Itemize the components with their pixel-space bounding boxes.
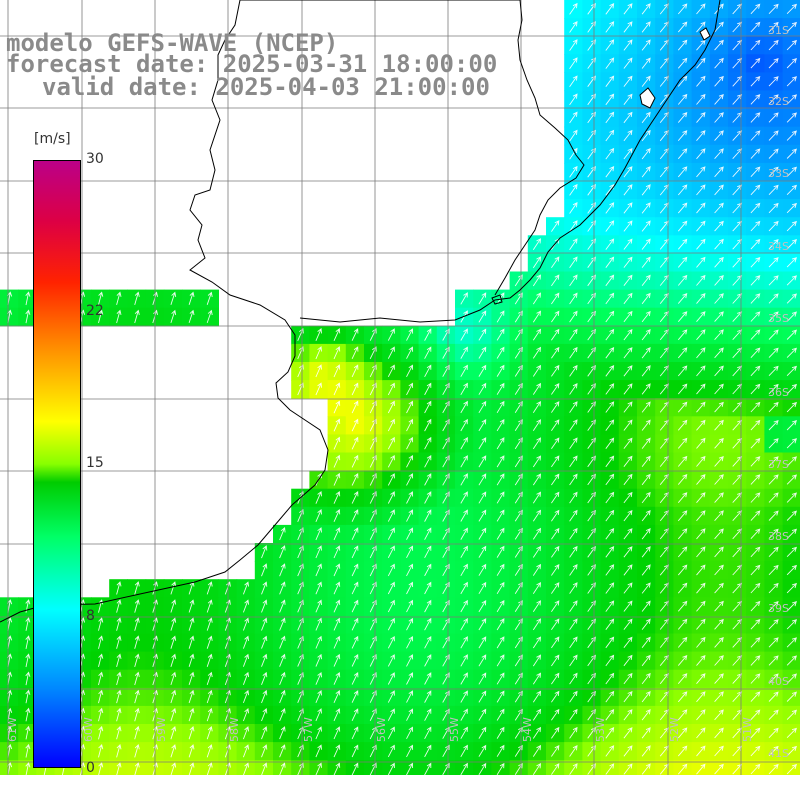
wind-speed-field (0, 0, 800, 775)
lat-label: 36S (768, 386, 789, 399)
lat-label: 33S (768, 167, 789, 180)
colorbar-tick-label: 8 (86, 608, 95, 624)
lon-label: 57W (302, 717, 315, 742)
wind-arrows (7, 2, 797, 775)
lon-label: 54W (521, 717, 534, 742)
lat-label: 41S (768, 747, 789, 760)
forecast-date: forecast date: 2025-03-31 18:00:00 (6, 50, 498, 78)
lon-label: 56W (375, 717, 388, 742)
colorbar-tick-label: 15 (86, 455, 104, 471)
colorbar-unit: [m/s] (34, 131, 71, 147)
lon-label: 55W (448, 717, 461, 742)
lat-label: 40S (768, 675, 789, 688)
colorbar-tick-label: 0 (86, 760, 95, 776)
coastline (0, 0, 721, 623)
lat-label: 34S (768, 240, 789, 253)
lat-label: 31S (768, 24, 789, 37)
lon-label: 59W (155, 717, 168, 742)
lat-label: 35S (768, 312, 789, 325)
lon-label: 52W (668, 717, 681, 742)
lat-label: 32S (768, 95, 789, 108)
lat-label: 37S (768, 458, 789, 471)
lat-label: 39S (768, 602, 789, 615)
lat-lon-grid (0, 0, 800, 775)
colorbar (33, 160, 81, 768)
lon-label: 61W (6, 717, 19, 742)
colorbar-tick-label: 30 (86, 151, 104, 167)
lon-label: 58W (228, 717, 241, 742)
lon-label: 53W (594, 717, 607, 742)
lon-label: 51W (741, 717, 754, 742)
colorbar-tick-label: 22 (86, 303, 104, 319)
lat-label: 38S (768, 530, 789, 543)
valid-date: valid date: 2025-04-03 21:00:00 (42, 73, 490, 101)
land-mask (0, 775, 800, 800)
lon-label: 60W (82, 717, 95, 742)
model-title: modelo GEFS-WAVE (NCEP) (6, 29, 339, 57)
